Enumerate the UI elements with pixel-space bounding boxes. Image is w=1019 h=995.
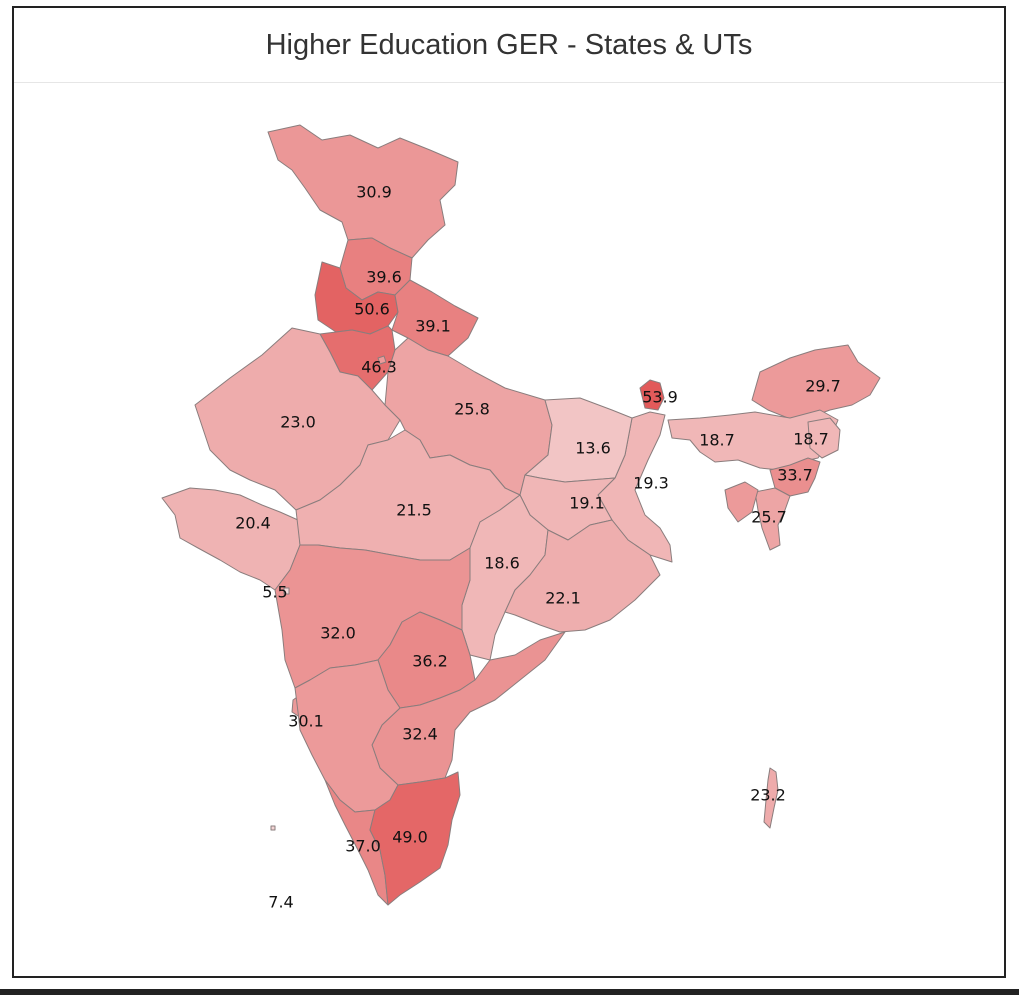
page-title: Higher Education GER - States & UTs [265,28,753,61]
region-rajasthan[interactable] [194,327,401,511]
value-label-sikkim: 53.9 [642,388,678,407]
region-punjab[interactable] [314,261,399,335]
value-label-telangana: 36.2 [412,652,448,671]
value-label-uttarakhand: 39.1 [415,317,451,336]
region-mizoram[interactable] [754,487,791,551]
value-label-nagaland: 18.7 [793,430,829,449]
region-odisha[interactable] [504,519,661,633]
value-label-odisha: 22.1 [545,589,581,608]
value-label-goa: 30.1 [288,712,324,731]
region-delhi[interactable] [377,355,387,365]
value-label-west-bengal: 19.3 [633,474,669,493]
value-label-lakshadweep: 7.4 [268,893,293,912]
value-label-uttar-pradesh: 25.8 [454,400,490,419]
value-label-kerala: 37.0 [345,837,381,856]
value-label-gujarat: 20.4 [235,514,271,533]
value-label-jammu-kashmir: 30.9 [356,183,392,202]
value-label-haryana: 46.3 [361,358,397,377]
value-label-jharkhand: 19.1 [569,494,605,513]
title-bar: Higher Education GER - States & UTs [14,8,1004,83]
value-label-daman-diu: 5.5 [262,583,287,602]
region-andaman-nicobar[interactable] [763,767,779,829]
value-label-mizoram: 25.7 [751,508,787,527]
region-tamil-nadu[interactable] [369,771,461,906]
value-label-chhattisgarh: 18.6 [484,554,520,573]
value-label-rajasthan: 23.0 [280,413,316,432]
value-label-assam: 18.7 [699,431,735,450]
value-label-punjab: 50.6 [354,300,390,319]
value-label-maharashtra: 32.0 [320,624,356,643]
value-label-andaman-nicobar: 23.2 [750,786,786,805]
region-karnataka[interactable] [294,659,401,813]
region-sikkim[interactable] [639,379,665,411]
region-tripura[interactable] [724,481,759,523]
value-label-meghalaya: 33.7 [777,466,813,485]
value-label-himachal-pradesh: 39.6 [366,268,402,287]
bottom-divider [0,989,1019,995]
region-lakshadweep[interactable] [270,825,276,831]
region-daman-diu[interactable] [283,587,290,595]
value-label-madhya-pradesh: 21.5 [396,501,432,520]
value-label-bihar: 13.6 [575,439,611,458]
region-jammu-kashmir[interactable] [267,124,459,259]
value-label-arunachal-pradesh: 29.7 [805,377,841,396]
region-arunachal-pradesh[interactable] [751,344,881,419]
region-uttarakhand[interactable] [391,279,479,357]
region-nagaland[interactable] [807,417,841,459]
value-label-tamil-nadu: 49.0 [392,828,428,847]
region-gujarat[interactable] [161,487,301,591]
value-label-andhra-pradesh: 32.4 [402,725,438,744]
region-andhra-pradesh[interactable] [371,631,566,786]
